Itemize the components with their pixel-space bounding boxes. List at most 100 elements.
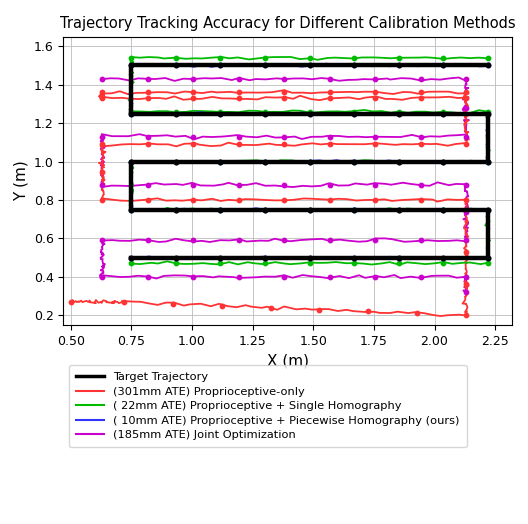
Point xyxy=(484,61,492,70)
Point xyxy=(439,110,448,118)
Point xyxy=(172,157,180,166)
Point xyxy=(350,254,359,262)
Point xyxy=(462,272,470,281)
Point xyxy=(261,205,269,214)
Point xyxy=(127,254,136,262)
Point xyxy=(98,88,107,96)
Point xyxy=(127,53,136,62)
Point xyxy=(462,288,470,297)
Point xyxy=(189,75,197,83)
Point xyxy=(127,259,136,268)
Point xyxy=(261,205,269,214)
Point xyxy=(439,157,448,166)
Point xyxy=(172,254,180,262)
Point xyxy=(189,196,197,204)
Point xyxy=(462,94,470,102)
Point xyxy=(127,157,136,166)
Point xyxy=(350,110,359,118)
Point xyxy=(234,180,243,189)
Point xyxy=(216,110,225,118)
Point xyxy=(305,254,314,262)
Point xyxy=(216,157,225,166)
Point xyxy=(172,157,180,166)
Point xyxy=(305,110,314,118)
Point xyxy=(144,133,152,141)
Point xyxy=(172,157,180,166)
Point xyxy=(350,53,359,62)
Point xyxy=(172,61,180,70)
Point xyxy=(98,196,107,204)
Point xyxy=(234,140,243,148)
Point xyxy=(394,107,403,116)
Point xyxy=(234,196,243,204)
Point xyxy=(280,180,288,189)
Point xyxy=(462,279,470,288)
Point xyxy=(394,254,403,262)
Point xyxy=(261,157,269,166)
Point xyxy=(350,259,359,268)
Point xyxy=(127,61,136,70)
Point xyxy=(439,254,448,262)
Point xyxy=(216,53,225,62)
Point xyxy=(325,180,334,189)
Point xyxy=(325,272,334,281)
Point xyxy=(394,157,403,166)
Point xyxy=(394,205,403,214)
Point xyxy=(218,301,226,310)
Point xyxy=(261,254,269,262)
Point xyxy=(280,94,288,102)
Point xyxy=(216,259,225,268)
Point xyxy=(280,140,288,148)
Y-axis label: Y (m): Y (m) xyxy=(13,160,28,201)
Point xyxy=(172,205,180,214)
Point xyxy=(371,180,379,189)
Point xyxy=(417,140,425,148)
Point xyxy=(484,205,492,214)
Point xyxy=(305,205,314,214)
Point xyxy=(462,75,470,83)
Point xyxy=(394,205,403,214)
Point xyxy=(325,88,334,96)
Point xyxy=(261,259,269,268)
Point xyxy=(261,61,269,70)
Point xyxy=(144,180,152,189)
Point xyxy=(325,140,334,148)
Point xyxy=(261,107,269,116)
Point xyxy=(394,110,403,118)
Point xyxy=(305,110,314,118)
Point xyxy=(371,75,379,83)
Point xyxy=(172,107,180,116)
Point xyxy=(364,307,373,315)
Point xyxy=(394,259,403,268)
Point xyxy=(462,88,470,96)
Point xyxy=(439,110,448,118)
Point xyxy=(234,88,243,96)
Point xyxy=(371,88,379,96)
Point xyxy=(127,205,136,214)
Point xyxy=(462,133,470,141)
Point xyxy=(216,205,225,214)
Point xyxy=(439,205,448,214)
Point xyxy=(172,53,180,62)
Point xyxy=(127,61,136,70)
Point xyxy=(144,236,152,245)
Point xyxy=(439,61,448,70)
Point xyxy=(216,205,225,214)
Point xyxy=(305,157,314,166)
Point xyxy=(394,205,403,214)
Point xyxy=(462,311,470,320)
Point xyxy=(216,157,225,166)
Point xyxy=(172,110,180,118)
Point xyxy=(216,254,225,262)
Point xyxy=(261,53,269,62)
Point xyxy=(189,236,197,245)
Legend: Target Trajectory, (301mm ATE) Proprioceptive-only, ( 22mm ATE) Proprioceptive +: Target Trajectory, (301mm ATE) Proprioce… xyxy=(69,365,467,447)
Point xyxy=(417,196,425,204)
Point xyxy=(417,75,425,83)
Point xyxy=(305,157,314,166)
Point xyxy=(484,61,492,70)
Point xyxy=(261,157,269,166)
Point xyxy=(350,157,359,166)
Point xyxy=(144,140,152,148)
Point xyxy=(484,259,492,268)
